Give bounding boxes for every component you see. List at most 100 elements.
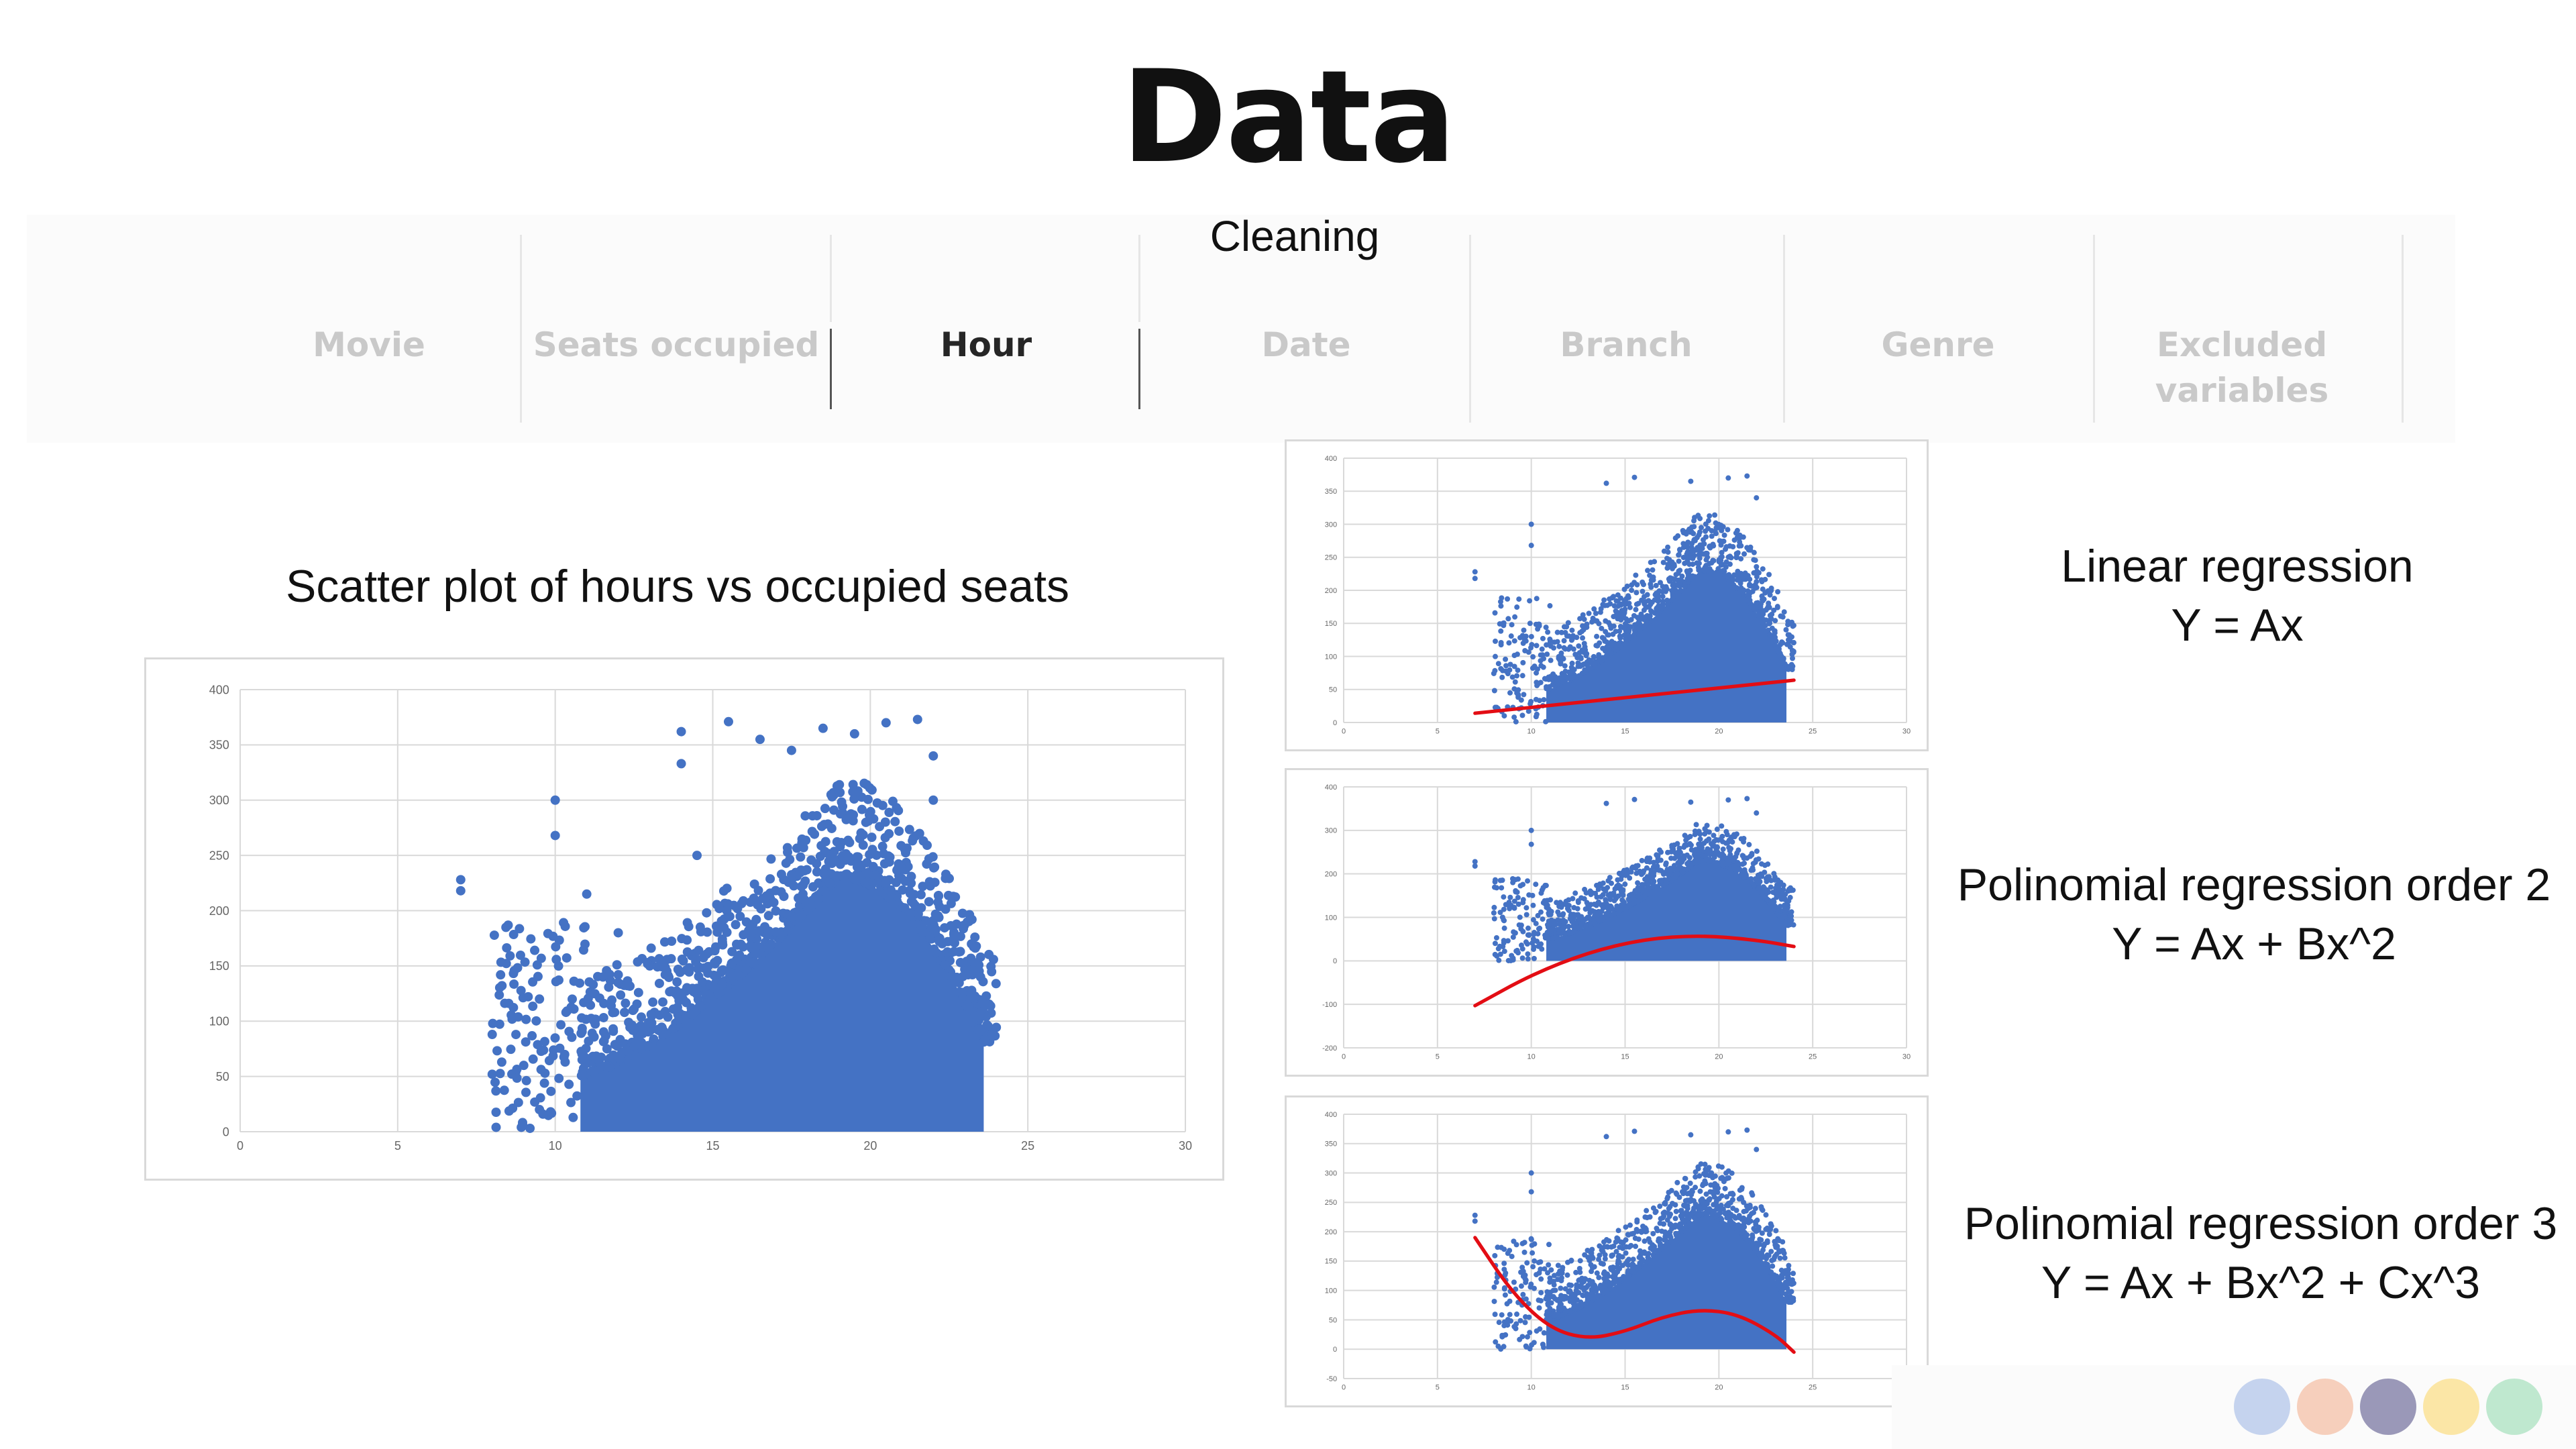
tab-excluded-variables[interactable]: Excluded variables (2155, 325, 2329, 410)
data-point (1727, 865, 1733, 871)
data-point (1640, 582, 1646, 588)
data-point (1522, 647, 1528, 653)
data-point (1684, 568, 1690, 574)
data-point (761, 891, 771, 901)
data-point (572, 1091, 582, 1101)
data-point (536, 1065, 546, 1075)
data-point (713, 989, 723, 999)
data-point (1747, 1202, 1753, 1208)
data-point (1725, 527, 1731, 533)
data-point (1740, 534, 1746, 540)
data-point (1582, 1252, 1588, 1258)
data-point (1762, 869, 1768, 875)
data-point (543, 928, 553, 938)
data-point (1688, 799, 1694, 805)
data-point (1594, 1270, 1600, 1276)
data-point (1540, 635, 1546, 641)
data-point (1515, 694, 1521, 700)
data-point (1491, 910, 1497, 916)
data-point (1576, 925, 1582, 931)
data-point (1519, 673, 1525, 679)
data-point (691, 954, 701, 964)
data-point (1684, 1197, 1690, 1203)
data-point (1498, 628, 1504, 634)
data-point (1517, 914, 1523, 920)
data-point (712, 955, 722, 965)
data-point (1611, 898, 1617, 904)
data-point (1522, 1276, 1528, 1282)
data-point (1562, 630, 1568, 636)
data-point (970, 932, 980, 942)
data-point (1673, 1190, 1679, 1196)
data-point (1782, 1255, 1788, 1261)
data-point (594, 1056, 604, 1066)
data-point (737, 898, 747, 908)
data-point (1621, 867, 1627, 873)
tab-hour[interactable]: Hour (940, 325, 1032, 364)
data-point (1502, 1292, 1508, 1298)
data-point (1508, 1318, 1514, 1324)
data-point (1760, 566, 1766, 572)
data-point (1472, 569, 1478, 575)
x-tick-label: 10 (1527, 1053, 1536, 1061)
data-point (559, 918, 569, 928)
data-point (1492, 653, 1498, 659)
data-point (1772, 903, 1778, 909)
tab-genre[interactable]: Genre (1881, 325, 1995, 364)
data-point (1760, 596, 1766, 602)
poly2-regression-label: Polinomial regression order 2 Y = Ax + B… (1945, 855, 2563, 973)
data-point (1530, 936, 1536, 942)
data-point (660, 963, 670, 973)
data-point (598, 1036, 608, 1046)
data-point (1660, 871, 1666, 877)
data-point (1684, 867, 1690, 873)
data-point (1591, 654, 1597, 660)
tab-date[interactable]: Date (1261, 325, 1351, 364)
data-point (1622, 881, 1628, 888)
data-point (1558, 1285, 1564, 1291)
data-point (503, 920, 513, 930)
data-point (1754, 810, 1760, 816)
data-point (1631, 474, 1638, 480)
data-point (1679, 1216, 1685, 1222)
data-point (1663, 860, 1669, 866)
data-point (1728, 580, 1734, 586)
data-point (1518, 926, 1524, 932)
data-point (1667, 1229, 1673, 1235)
tab-seats-occupied[interactable]: Seats occupied (533, 325, 820, 364)
data-point (688, 1010, 698, 1020)
data-point (1717, 1206, 1723, 1212)
data-point (1772, 596, 1778, 602)
data-point (1727, 1191, 1733, 1197)
data-point (1754, 848, 1760, 854)
data-point (1660, 1221, 1666, 1227)
data-point (1511, 663, 1517, 669)
data-point (613, 970, 623, 980)
data-point (1608, 651, 1614, 657)
data-point (1611, 890, 1617, 896)
data-point (908, 836, 918, 846)
data-point (1580, 612, 1586, 618)
data-point (1572, 890, 1578, 896)
data-point (1503, 656, 1509, 662)
data-point (1613, 629, 1619, 635)
data-point (1691, 851, 1697, 857)
data-point (702, 908, 712, 918)
data-point (1536, 926, 1542, 932)
data-point (1787, 922, 1793, 928)
tab-branch[interactable]: Branch (1560, 325, 1693, 364)
data-point (1660, 1210, 1666, 1216)
data-point (1562, 680, 1568, 686)
data-point (1768, 1223, 1774, 1229)
tab-movie[interactable]: Movie (313, 325, 425, 364)
data-point (1676, 1194, 1682, 1200)
data-point (1719, 527, 1725, 533)
data-point (922, 859, 932, 869)
data-point (1540, 1341, 1546, 1347)
data-point (1550, 1294, 1556, 1300)
data-point (1536, 621, 1542, 627)
data-point (682, 918, 692, 928)
data-point (1720, 846, 1726, 852)
data-point (924, 897, 934, 907)
x-tick-label: 20 (1715, 728, 1723, 736)
